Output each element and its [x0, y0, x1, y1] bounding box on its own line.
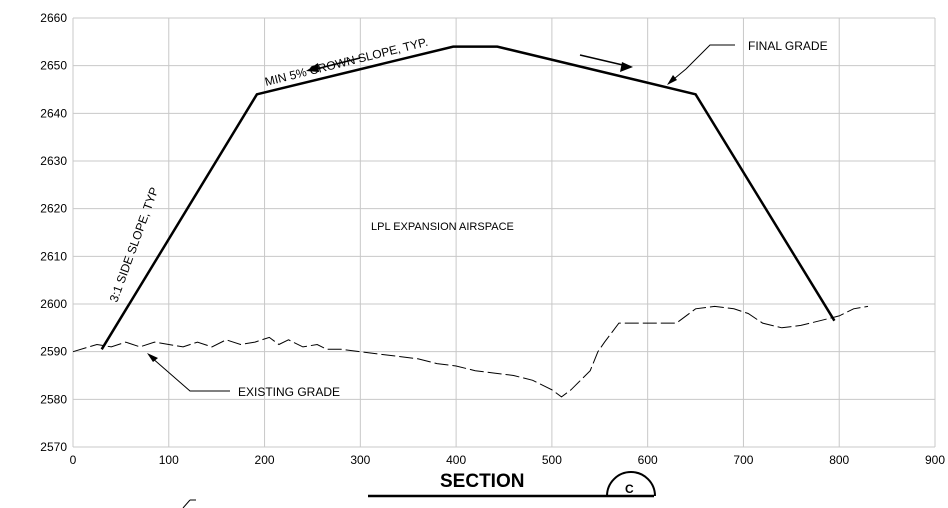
y-axis: 2570 2580 2590 2600 2610 2620 2630 2640 2650 2660: [40, 11, 67, 454]
y-tick-label: 2650: [40, 59, 67, 73]
y-tick-label: 2570: [40, 440, 67, 454]
airspace-label: LPL EXPANSION AIRSPACE: [371, 221, 514, 233]
y-tick-label: 2620: [40, 202, 67, 216]
x-tick-label: 500: [542, 453, 562, 467]
y-tick-label: 2590: [40, 345, 67, 359]
x-tick-label: 900: [925, 453, 945, 467]
final-grade-line: [100, 45, 836, 350]
y-tick-label: 2610: [40, 249, 67, 263]
section-title: SECTION: [440, 471, 524, 492]
x-tick-label: 400: [446, 453, 466, 467]
existing-grade-leader: [147, 353, 230, 392]
x-tick-label: 0: [70, 453, 77, 467]
section-marker-letter: C: [625, 482, 634, 496]
y-tick-label: 2580: [40, 392, 67, 406]
section-marker: C: [606, 471, 656, 497]
final-grade-label: FINAL GRADE: [748, 39, 828, 53]
plot-series: [72, 45, 869, 398]
x-tick-label: 700: [733, 453, 753, 467]
final-grade-leader: [667, 44, 735, 85]
crown-slope-right-arrow: [579, 54, 633, 72]
x-tick-label: 100: [159, 453, 179, 467]
y-tick-label: 2660: [40, 11, 67, 25]
crown-slope-left-arrow: [306, 57, 361, 72]
side-slope-note: 3:1 SIDE SLOPE, TYP: [107, 185, 162, 304]
y-tick-label: 2640: [40, 106, 67, 120]
grid: [72, 17, 936, 448]
x-tick-label: 300: [350, 453, 370, 467]
existing-grade-label: EXISTING GRADE: [238, 385, 340, 399]
y-tick-label: 2600: [40, 297, 67, 311]
existing-grade-line: [72, 305, 869, 398]
north-arrow-fragment: [182, 499, 196, 508]
crown-slope-note: MIN 5% CROWN SLOPE, TYP.: [263, 35, 429, 89]
x-axis: 0 100 200 300 400 500 600 700 800 900: [70, 453, 946, 467]
x-tick-label: 200: [255, 453, 275, 467]
x-tick-label: 800: [829, 453, 849, 467]
x-tick-label: 600: [638, 453, 658, 467]
y-tick-label: 2630: [40, 154, 67, 168]
